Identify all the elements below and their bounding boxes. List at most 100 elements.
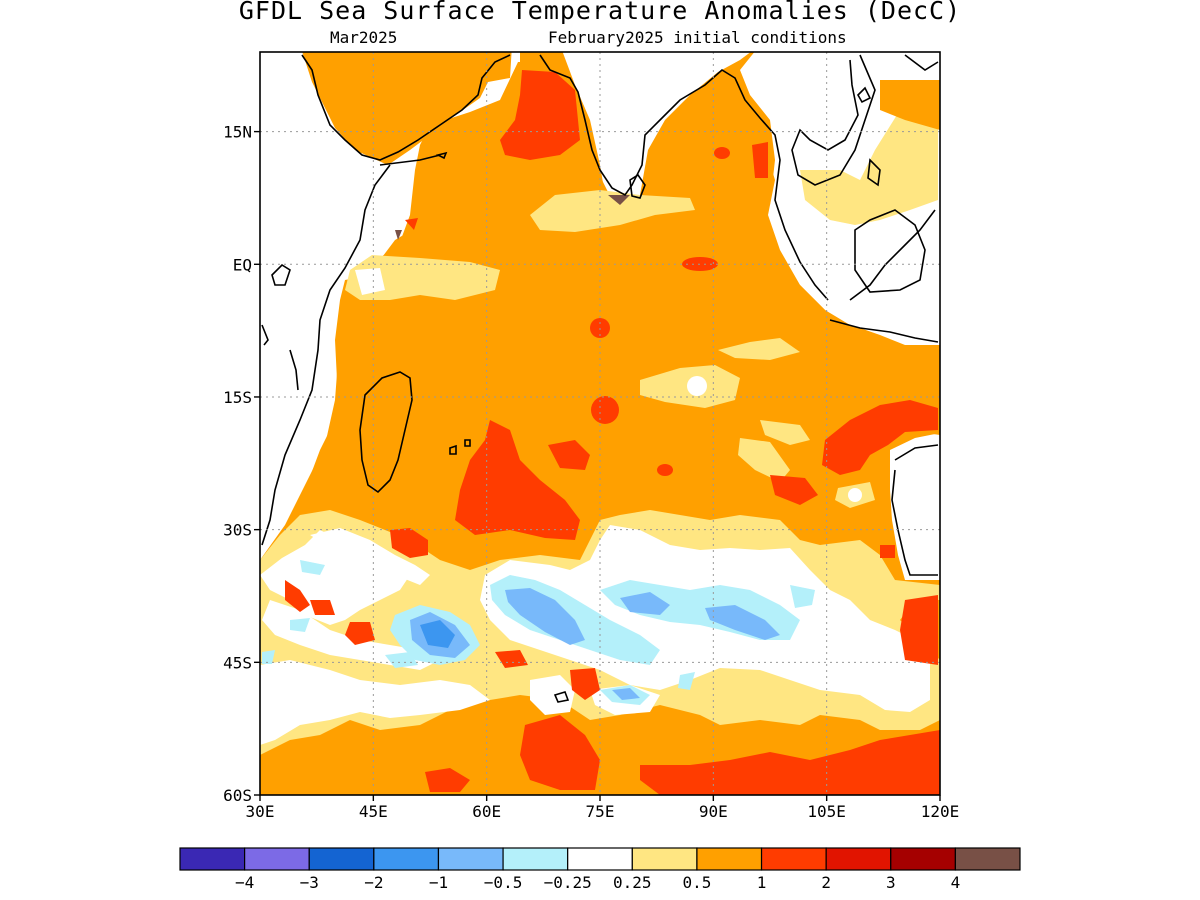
java-coast [829,319,939,343]
colorbar-label: 1 [757,873,767,892]
anomaly-region-minus-0.5-1 [705,605,780,640]
anomaly-region-minus-0.25-0.5 [385,652,418,668]
mozambique-channel-orange [335,400,368,505]
ytick-label: EQ [233,255,252,274]
anomaly-region-1-2 [548,440,590,470]
anomaly-region-minus-0.25-0.5 [290,618,310,632]
anomaly-region-0.25-0.5 [800,95,938,225]
anomaly-region-minus-0.25-0.5 [300,560,325,575]
colorbar-swatch [760,847,827,871]
anomaly-region-1-2 [770,475,818,505]
anomaly-region-0.25-0.5 [738,438,790,482]
anomaly-region-below-0.25 [260,660,490,745]
lake-victoria-coast [271,263,291,286]
anomaly-region-1-2 [345,622,375,645]
lake-tanganyika-coast [261,324,269,346]
anomaly-region-below-0.25 [848,488,862,502]
anomaly-field [260,52,940,795]
anomaly-region-1-2 [657,464,673,476]
anomaly-region-below-0.25 [262,600,440,670]
anomaly-region-1-2 [880,545,895,558]
xtick-label: 60E [472,802,501,821]
anomaly-region-1-2 [752,142,768,178]
australia-mask [890,433,940,580]
colorbar-swatch [437,847,504,871]
colorbar-labels: −4 −3 −2 −1 −0.5 −0.25 0.25 0.5 1 2 3 4 [235,873,960,892]
colorbar-label: −2 [364,873,383,892]
anomaly-region-below-0.25 [355,268,385,295]
colorbar-label: 2 [821,873,831,892]
anomaly-region-1-2 [822,400,938,475]
colorbar-label: −0.25 [544,873,592,892]
anomaly-region-0.5-1 [880,80,940,130]
africa-mask [260,52,520,560]
anomaly-region-1-2 [405,218,418,230]
india-arabia-mask [562,52,751,205]
graticule [260,52,940,795]
colorbar-label: −1 [429,873,448,892]
xtick-label: 90E [699,802,728,821]
mauritius-coast [449,444,457,455]
anomaly-region-1-2 [425,768,470,792]
colorbar-label: 3 [886,873,896,892]
lake-malawi-coast [289,349,299,391]
xtick-label: 75E [586,802,615,821]
reunion-coast [464,439,471,447]
colorbar-swatch [954,847,1021,871]
anomaly-region-0.25-0.5 [760,420,810,445]
xtick-label: 120E [921,802,960,821]
axis-ticks [254,130,941,801]
east-africa-coast [261,164,391,546]
colorbar-swatch [179,847,246,871]
colorbar-swatch [631,847,698,871]
socotra-coast [435,151,448,160]
ytick-label: 45S [223,653,252,672]
colorbar [179,847,1021,871]
anomaly-region-below-0.25 [687,376,707,396]
anomaly-region-below-0.25 [530,675,575,715]
anomaly-region-0.25-0.5 [718,338,800,360]
latitude-labels: 15N EQ 15S 30S 45S 60S [223,123,252,805]
colorbar-label: −4 [235,873,254,892]
coastlines [261,54,939,703]
anomaly-region-minus-1-2 [420,620,455,648]
ytick-label: 15N [223,123,252,142]
longitude-labels: 30E 45E 60E 75E 90E 105E 120E [246,802,960,821]
forecast-month: Mar2025 [330,28,398,47]
anomaly-region-1-2 [495,650,528,668]
xtick-label: 45E [359,802,388,821]
xtick-label: 105E [807,802,846,821]
anomaly-region-0.25-0.5 [530,190,695,232]
borneo-coast [867,158,881,187]
ytick-label: 60S [223,786,252,805]
anomaly-region-1-2 [500,70,580,160]
borneo-outline [854,209,926,293]
ytick-label: 15S [223,388,252,407]
colorbar-label: 4 [951,873,961,892]
anomaly-region-minus-0.5-1 [505,588,585,645]
anomaly-region-above-4 [395,230,402,240]
ytick-label: 30S [223,521,252,540]
anomaly-region-1-2 [310,600,335,615]
colorbar-label: 0.5 [682,873,711,892]
indochina-coast [791,54,876,186]
colorbar-swatch [567,847,633,871]
anomaly-region-1-2 [591,396,619,424]
sri-lanka-coast [629,173,646,199]
australia-northwest-coast [894,444,939,461]
colorbar-swatch [825,847,892,871]
arabian-peninsula-coast [301,54,511,161]
anomaly-region-1-2 [900,595,938,665]
gulf-of-aden-coast [379,154,441,166]
colorbar-swatch [696,847,763,871]
colorbar-swatch [373,847,440,871]
india-bay-of-bengal-coast [539,54,829,301]
china-coast [904,54,939,71]
anomaly-region-minus-0.5-1 [612,688,640,700]
initial-conditions-label: February2025 initial conditions [548,28,847,47]
madagascar-coast [359,371,413,494]
anomaly-region-below-0.25 [310,528,430,585]
anomaly-region-minus-0.5-1 [620,592,670,615]
anomaly-region-1-2 [570,668,600,700]
